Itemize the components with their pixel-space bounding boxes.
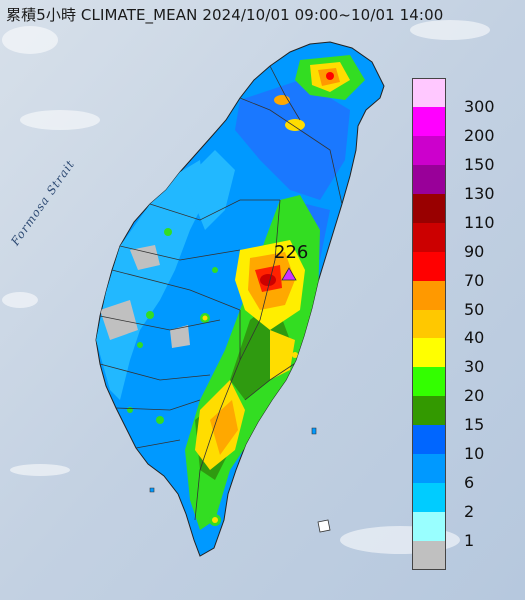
rain-core-dark-red [260, 274, 276, 286]
orchid-island [311, 427, 317, 435]
rain-zone-blue [235, 80, 350, 200]
legend-swatch [412, 280, 446, 310]
rain-zone-light-2 [185, 150, 235, 230]
legend-swatch [412, 454, 446, 484]
legend-row: 90 [412, 222, 508, 261]
legend-row [412, 541, 508, 570]
rain-cells [127, 228, 221, 526]
legend-swatch [412, 106, 446, 136]
legend-row: 200 [412, 106, 508, 145]
rain-zone-orange-south [210, 400, 238, 455]
legend-swatch [412, 483, 446, 513]
legend-row: 30 [412, 338, 508, 376]
legend-swatch [412, 222, 446, 252]
legend-row: 1 [412, 512, 508, 550]
legend-swatch [412, 135, 446, 165]
legend-row: 2 [412, 483, 508, 521]
legend-label: 130 [464, 183, 495, 203]
no-rain-zone-2 [130, 245, 160, 270]
legend-swatch [412, 251, 446, 281]
legend-row: 110 [412, 193, 508, 232]
color-legend: 300 200 150 130 110 90 70 50 40 30 20 15 10 6 2 1 [412, 78, 508, 570]
legend-label: 15 [464, 415, 485, 435]
green-island [317, 519, 331, 533]
no-rain-zone-3 [170, 325, 190, 348]
max-marker-icon [281, 267, 297, 281]
rain-core-north-red [326, 72, 334, 80]
legend-swatch [412, 78, 446, 107]
legend-label: 90 [464, 241, 485, 261]
legend-row: 40 [412, 309, 508, 347]
legend-label: 1 [464, 531, 475, 551]
legend-swatch [412, 367, 446, 397]
legend-label: 10 [464, 444, 485, 464]
legend-label: 70 [464, 270, 485, 290]
legend-row: 10 [412, 425, 508, 463]
max-value-label: 226 [274, 242, 309, 263]
legend-swatch [412, 541, 446, 570]
legend-swatch [412, 164, 446, 194]
legend-swatch [412, 396, 446, 426]
map-title: 累積5小時 CLIMATE_MEAN 2024/10/01 09:00~10/0… [6, 6, 444, 24]
liuqiu-island [149, 487, 155, 493]
legend-label: 20 [464, 386, 485, 406]
legend-swatch [412, 193, 446, 223]
legend-label: 6 [464, 473, 475, 493]
rain-spot-n2 [274, 95, 290, 105]
legend-swatch [412, 338, 446, 368]
legend-label: 40 [464, 328, 485, 348]
legend-row: 6 [412, 454, 508, 492]
legend-label: 110 [464, 212, 495, 232]
rain-spot-ne [285, 119, 305, 131]
legend-label: 50 [464, 299, 485, 319]
rain-cells-yellow [202, 315, 298, 523]
legend-label: 2 [464, 502, 475, 522]
legend-row: 15 [412, 396, 508, 434]
legend-label: 200 [464, 125, 495, 145]
legend-label: 150 [464, 154, 495, 174]
legend-row: 130 [412, 164, 508, 203]
legend-swatch [412, 512, 446, 542]
legend-row: 50 [412, 280, 508, 319]
legend-label: 30 [464, 357, 485, 377]
legend-row: 300 [412, 78, 508, 116]
legend-swatch [412, 425, 446, 455]
legend-label: 300 [464, 96, 495, 116]
legend-row: 20 [412, 367, 508, 405]
legend-swatch [412, 309, 446, 339]
legend-row: 70 [412, 251, 508, 290]
legend-row: 150 [412, 135, 508, 174]
county-boundaries [99, 65, 343, 521]
